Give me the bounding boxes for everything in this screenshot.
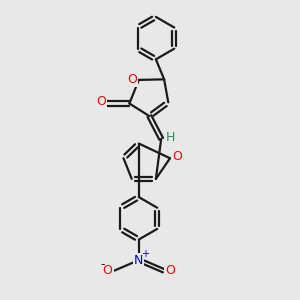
Text: O: O bbox=[128, 74, 137, 86]
Text: N: N bbox=[134, 254, 143, 267]
Text: O: O bbox=[96, 94, 106, 108]
Text: O: O bbox=[172, 150, 182, 163]
Text: O: O bbox=[165, 264, 175, 277]
Text: +: + bbox=[141, 249, 149, 259]
Text: H: H bbox=[166, 131, 175, 144]
Text: -: - bbox=[100, 258, 105, 271]
Text: O: O bbox=[103, 264, 112, 277]
